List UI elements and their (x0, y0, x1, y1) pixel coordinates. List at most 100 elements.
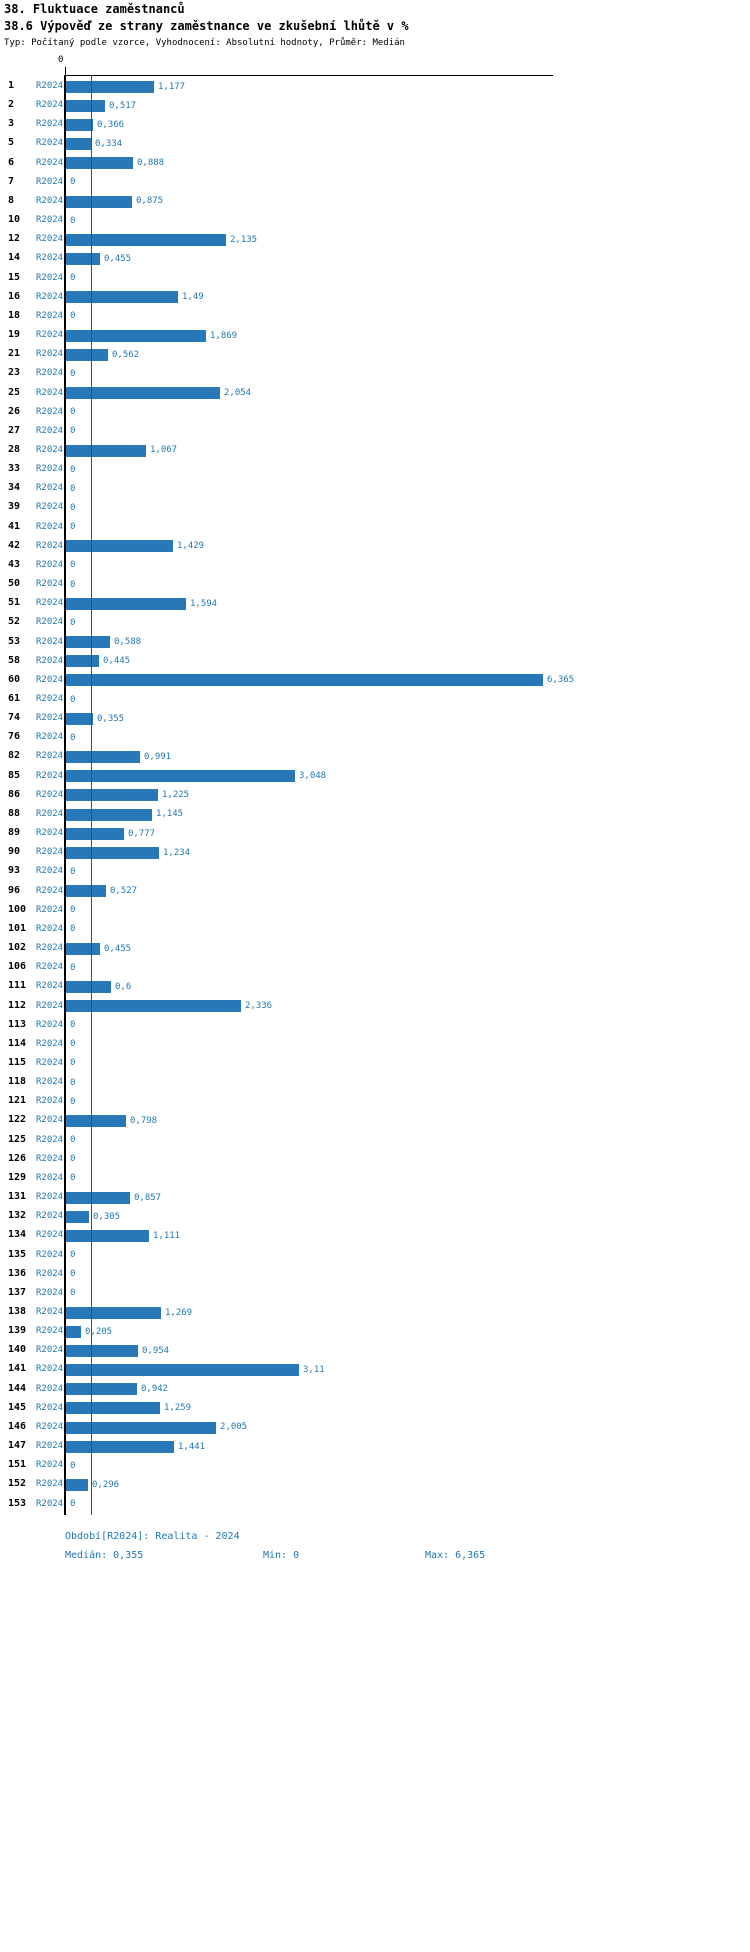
chart-row: 34 R2024 0 (0, 479, 750, 498)
series-label: R2024 (36, 1115, 64, 1126)
series-label: R2024 (36, 1460, 64, 1471)
value-label: 1,269 (165, 1307, 193, 1318)
x-axis-tick (65, 67, 66, 75)
series-label: R2024 (36, 1134, 64, 1145)
series-label: R2024 (36, 195, 64, 206)
value-label: 1,111 (153, 1230, 181, 1241)
value-label: 0 (70, 1269, 76, 1280)
series-label: R2024 (36, 1383, 64, 1394)
series-label: R2024 (36, 1038, 64, 1049)
value-label: 3,11 (303, 1364, 325, 1375)
chart-row: 144 R2024 0,942 (0, 1380, 750, 1399)
value-label: 0 (70, 1460, 76, 1471)
value-bar (66, 655, 99, 668)
value-bar (66, 1402, 160, 1415)
value-bar (66, 751, 140, 764)
value-label: 0,991 (144, 751, 172, 762)
row-id-label: 5 (8, 137, 15, 149)
series-label: R2024 (36, 1153, 64, 1164)
value-label: 0 (70, 866, 76, 877)
row-id-label: 60 (8, 673, 21, 685)
chart-row: 26 R2024 0 (0, 403, 750, 422)
value-bar (66, 540, 173, 553)
chart-row: 89 R2024 0,777 (0, 824, 750, 843)
value-bar (66, 157, 133, 170)
chart-row: 85 R2024 3,048 (0, 767, 750, 786)
series-label: R2024 (36, 617, 64, 628)
row-id-label: 115 (8, 1056, 27, 1068)
series-label: R2024 (36, 579, 64, 590)
row-id-label: 16 (8, 290, 21, 302)
series-label: R2024 (36, 483, 64, 494)
row-id-label: 122 (8, 1114, 27, 1126)
value-label: 0,527 (110, 886, 138, 897)
row-id-label: 125 (8, 1133, 27, 1145)
row-id-label: 76 (8, 731, 21, 743)
value-bar (66, 195, 132, 208)
chart-row: 10 R2024 0 (0, 211, 750, 230)
value-label: 2,135 (230, 234, 258, 245)
series-label: R2024 (36, 1019, 64, 1030)
series-label: R2024 (36, 828, 64, 839)
period-label: Období[R2024]: Realita - 2024 (65, 1531, 240, 1542)
chart-row: 15 R2024 0 (0, 269, 750, 288)
value-label: 0 (70, 1250, 76, 1261)
value-label: 0 (70, 1499, 76, 1510)
row-id-label: 114 (8, 1037, 27, 1049)
value-label: 0,455 (104, 943, 132, 954)
value-label: 0 (70, 1288, 76, 1299)
chart-row: 5 R2024 0,334 (0, 134, 750, 153)
chart-row: 113 R2024 0 (0, 1016, 750, 1035)
series-label: R2024 (36, 1249, 64, 1260)
series-label: R2024 (36, 1364, 64, 1375)
chart-row: 152 R2024 0,296 (0, 1475, 750, 1494)
value-label: 0 (70, 177, 76, 188)
series-label: R2024 (36, 81, 64, 91)
chart-row: 76 R2024 0 (0, 728, 750, 747)
series-label: R2024 (36, 502, 64, 513)
row-id-label: 12 (8, 233, 21, 245)
value-label: 1,177 (158, 81, 186, 92)
value-label: 0,798 (130, 1115, 158, 1126)
row-id-label: 28 (8, 443, 21, 455)
value-label: 6,365 (547, 675, 575, 686)
value-label: 0,954 (142, 1345, 170, 1356)
series-label: R2024 (36, 1345, 64, 1356)
value-bar (66, 770, 295, 783)
row-id-label: 106 (8, 961, 27, 973)
value-label: 0 (70, 1077, 76, 1088)
series-label: R2024 (36, 923, 64, 934)
value-label: 0 (70, 464, 76, 475)
chart-row: 8 R2024 0,875 (0, 192, 750, 211)
chart-row: 121 R2024 0 (0, 1092, 750, 1111)
series-label: R2024 (36, 847, 64, 858)
row-id-label: 53 (8, 635, 21, 647)
series-label: R2024 (36, 1192, 64, 1203)
row-id-label: 96 (8, 884, 21, 896)
chart-row: 137 R2024 0 (0, 1284, 750, 1303)
chart-row: 42 R2024 1,429 (0, 537, 750, 556)
series-label: R2024 (36, 310, 64, 321)
chart-row: 134 R2024 1,111 (0, 1226, 750, 1245)
chart-row: 138 R2024 1,269 (0, 1303, 750, 1322)
value-bar (66, 329, 206, 342)
chart-row: 50 R2024 0 (0, 575, 750, 594)
value-bar (66, 942, 100, 955)
chart-row: 90 R2024 1,234 (0, 843, 750, 862)
series-label: R2024 (36, 732, 64, 743)
series-label: R2024 (36, 387, 64, 398)
value-label: 3,048 (299, 771, 327, 782)
value-label: 0 (70, 522, 76, 533)
value-bar (66, 1440, 174, 1453)
series-label: R2024 (36, 1421, 64, 1432)
indicator-title: 38.6 Výpověď ze strany zaměstnance ve zk… (4, 19, 409, 33)
chart-row: 153 R2024 0 (0, 1495, 750, 1514)
value-bar (66, 674, 543, 687)
value-label: 0 (70, 407, 76, 418)
series-label: R2024 (36, 138, 64, 149)
value-label: 2,005 (220, 1422, 248, 1433)
value-bar (66, 1364, 299, 1377)
row-id-label: 131 (8, 1191, 27, 1203)
row-id-label: 153 (8, 1497, 27, 1509)
series-label: R2024 (36, 751, 64, 762)
